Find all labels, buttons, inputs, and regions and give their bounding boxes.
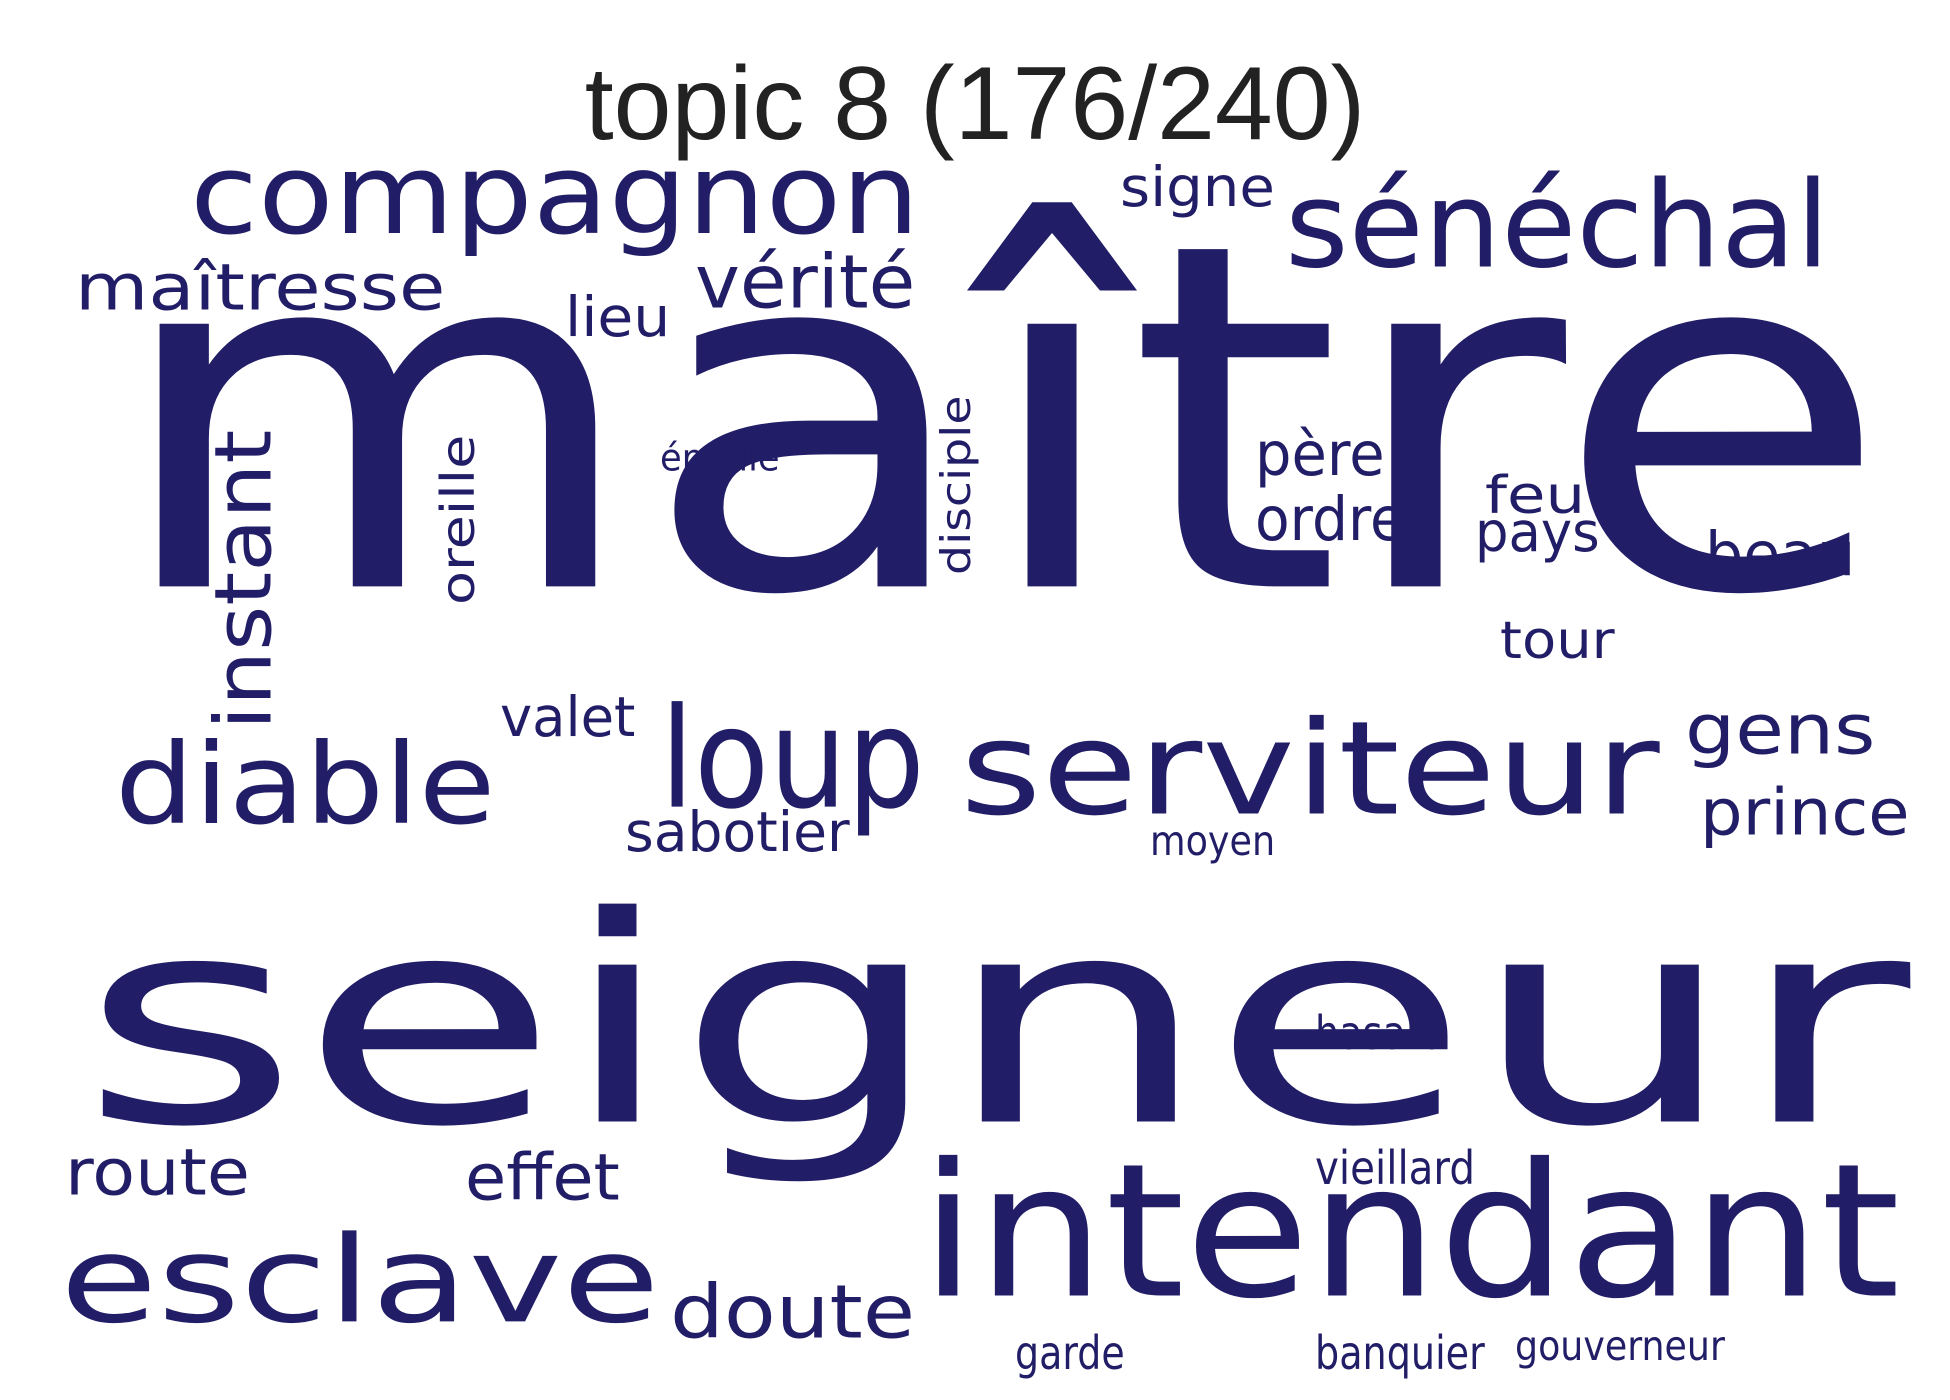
word-banquier: banquier [1315, 1326, 1485, 1380]
word-vieillard: vieillard [1315, 1141, 1475, 1195]
word-compagnon: compagnon [190, 130, 920, 260]
word-disciple: disciple [931, 395, 980, 575]
word-gouverneur: gouverneur [1515, 1321, 1725, 1370]
word-diable: diable [115, 720, 496, 850]
word-moyen: moyen [1150, 816, 1276, 865]
word-effet: effet [465, 1139, 620, 1215]
word-signe: signe [1120, 155, 1275, 220]
word-feu: feu [1485, 465, 1586, 525]
word-seigneur: seigneur [80, 855, 1911, 1190]
word-pere: père [1255, 420, 1385, 490]
chart-title: topic 8 (176/240) [584, 46, 1366, 162]
word-route: route [65, 1134, 250, 1210]
word-valet: valet [500, 685, 636, 750]
word-loup: loup [660, 678, 925, 840]
word-beau: beau [1705, 520, 1856, 590]
word-doute: doute [670, 1268, 916, 1355]
word-esclave: esclave [60, 1209, 660, 1350]
word-tour: tour [1500, 610, 1615, 670]
word-oreille: oreille [431, 434, 485, 605]
word-ordre: ordre [1255, 485, 1405, 555]
word-prince: prince [1700, 774, 1910, 850]
word-maitresse: maîtresse [75, 249, 446, 325]
word-sabotier: sabotier [625, 800, 850, 865]
word-pays: pays [1475, 500, 1600, 565]
word-instant: instant [198, 429, 290, 730]
word-lieu: lieu [565, 285, 671, 350]
word-senechal: sénéchal [1285, 154, 1830, 295]
word-intendant: intendant [920, 1124, 1901, 1340]
word-maitre: maître [110, 140, 1890, 701]
word-verite: vérité [695, 238, 916, 325]
word-epaule: épaule [660, 437, 780, 480]
word-hasard: hasard [1315, 1006, 1446, 1060]
word-gens: gens [1685, 688, 1876, 770]
word-serviteur: serviteur [960, 693, 1660, 845]
word-garde: garde [1015, 1326, 1125, 1380]
